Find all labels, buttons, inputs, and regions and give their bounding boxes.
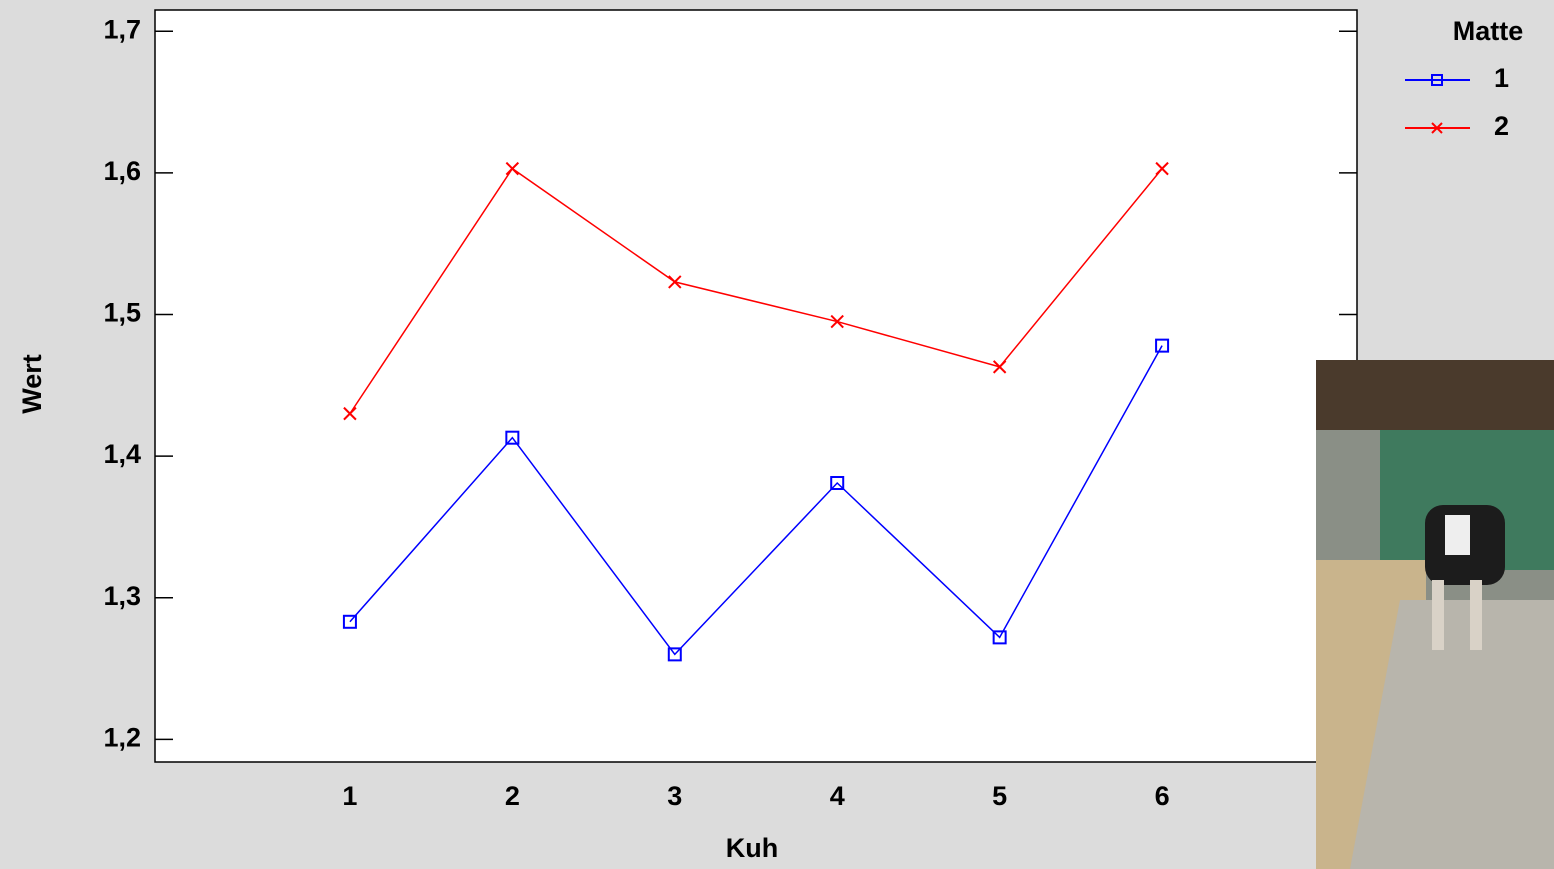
x-tick-label: 5 [992, 781, 1007, 811]
photo [1316, 360, 1554, 869]
y-tick-label: 1,2 [103, 722, 141, 752]
x-tick-label: 2 [505, 781, 520, 811]
x-tick-label: 4 [830, 781, 845, 811]
legend-label: 1 [1494, 63, 1509, 93]
chart: Kuh Wert Matte 1,2 1,3 1,4 1,5 1,6 1,7 1 2 3 4 5 6 1… [0, 0, 1554, 869]
y-tick-label: 1,4 [103, 439, 141, 469]
y-tick-label: 1,7 [103, 14, 141, 44]
x-tick-label: 6 [1155, 781, 1170, 811]
x-tick-label: 1 [342, 781, 357, 811]
y-tick-label: 1,3 [103, 581, 141, 611]
x-axis-label: Kuh [726, 833, 778, 863]
legend-label: 2 [1494, 111, 1509, 141]
page: Kuh Wert Matte 1,2 1,3 1,4 1,5 1,6 1,7 1 2 3 4 5 6 1… [0, 0, 1554, 869]
y-tick-label: 1,6 [103, 156, 141, 186]
legend-title: Matte [1453, 16, 1524, 46]
plot-area [155, 10, 1357, 762]
y-tick-label: 1,5 [103, 298, 141, 328]
y-axis-label: Wert [17, 354, 47, 414]
x-tick-label: 3 [667, 781, 682, 811]
